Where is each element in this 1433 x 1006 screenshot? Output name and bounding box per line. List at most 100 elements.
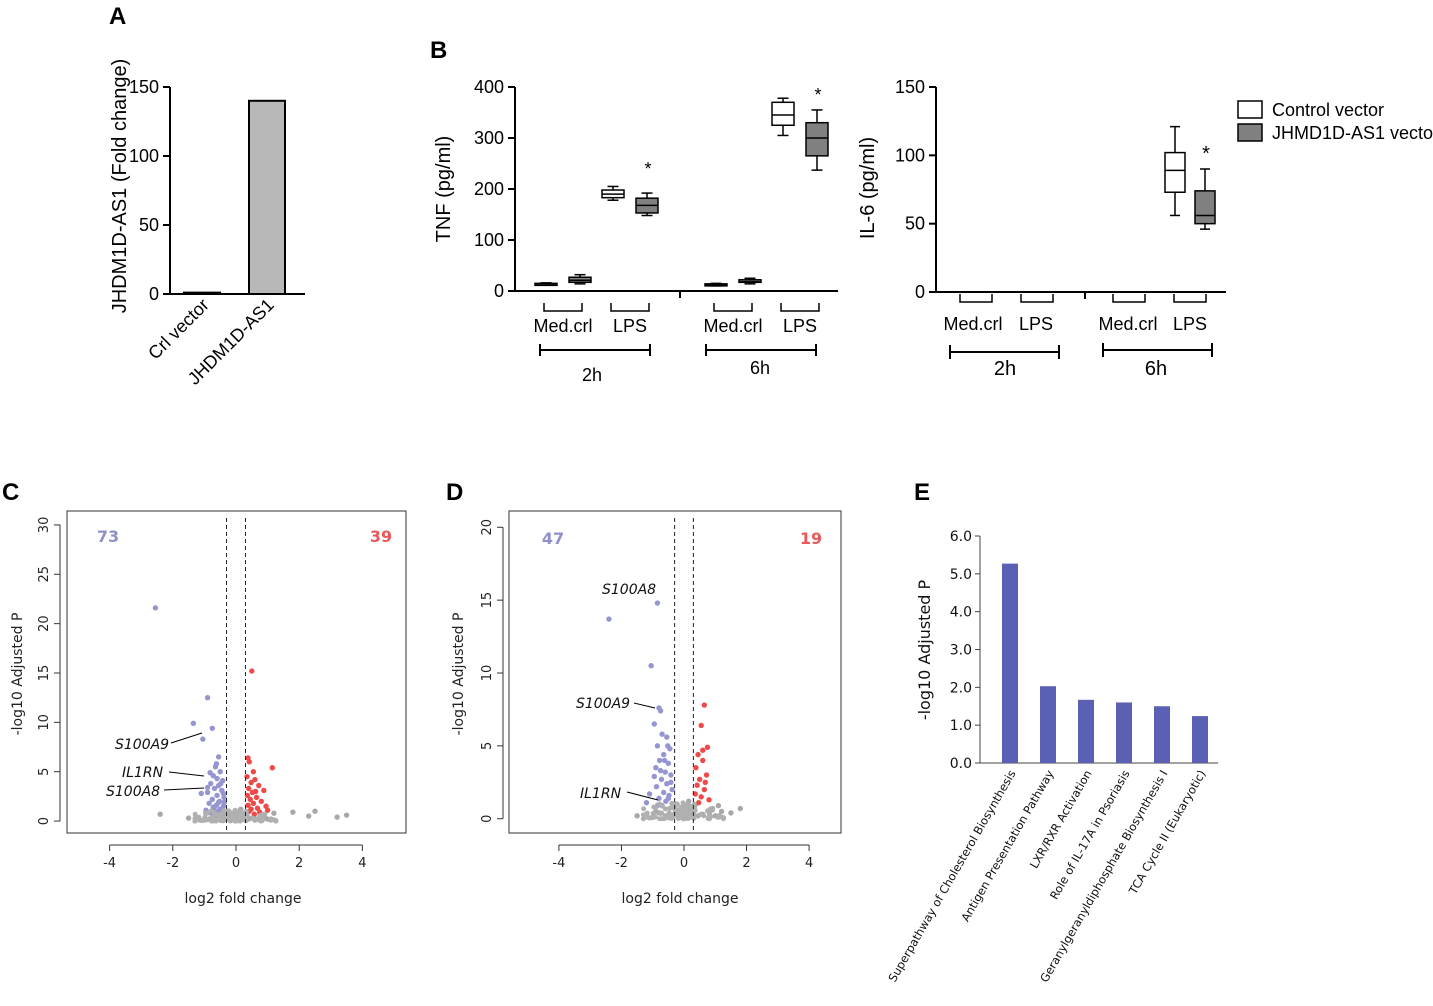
- panel-d-point-up-9: [701, 786, 708, 793]
- panel-d-point-cloud-119: [720, 816, 726, 822]
- panel-c-x-tick-label-1: -2: [166, 856, 179, 871]
- panel-d-point-cloud-109: [710, 805, 716, 811]
- panel-d-point-down-19: [669, 786, 675, 793]
- panel-d-gene-label-il1rn: IL1RN: [580, 786, 622, 802]
- panel-a-bar-0: [183, 291, 221, 295]
- panel-c-point-cloud-82: [210, 814, 216, 820]
- panel-c-point-cloud-138: [244, 813, 250, 819]
- panel-d-point-down-31: [668, 779, 674, 785]
- panel-d-point-down-14: [662, 769, 668, 775]
- panel-c-leader-s100a9: [170, 732, 203, 744]
- panel-c-y-tick-label-6: 30: [37, 517, 52, 534]
- panel-d-point-down-11: [656, 757, 663, 764]
- panel-c-gene-label-s100a9: S100A9: [115, 737, 169, 753]
- panel-c-point-down-7: [217, 769, 223, 775]
- panel-c-point-down-20: [206, 800, 212, 806]
- panel-d-ticks: -4 -2 0 2 4 0 5 10 15 20: [480, 519, 813, 871]
- panel-c-point-down-31: [198, 790, 204, 797]
- panel-d-point-cloud-136: [666, 805, 672, 811]
- il6-y-tick-label-2: 100: [895, 145, 925, 165]
- panel-c-point-up-17: [245, 802, 251, 808]
- il6-group-bracket-2: [1112, 294, 1146, 303]
- panel-c-y-tick-label-1: 5: [37, 768, 52, 776]
- il6-group-bracket-0: [959, 294, 993, 303]
- tnf-box-0-3: [771, 97, 795, 137]
- il6-iqr-1-3: [1194, 190, 1216, 225]
- legend-swatch-jhdm1d: [1237, 123, 1263, 142]
- tnf-group-bracket-0: [543, 303, 583, 312]
- panel-c-y-label: -log10 Adjusted P: [10, 613, 26, 736]
- panel-d-point-up-12: [706, 797, 712, 803]
- panel-d-point-cloud-122: [716, 813, 722, 819]
- panel-d-point-up-15: [702, 779, 708, 785]
- panel-d-point-down-10: [660, 751, 667, 758]
- tnf-box-1-3: [805, 109, 829, 171]
- tnf-significance-lps-2h: *: [644, 159, 651, 179]
- panel-e-bar-0: [1002, 563, 1018, 763]
- panel-e-bar-2: [1078, 699, 1094, 763]
- panel-c-point-ns-6: [271, 810, 277, 816]
- il6-boxes: [1164, 125, 1216, 230]
- tnf-group-brackets: [543, 303, 820, 312]
- panel-a-y-tick-label-1: 50: [139, 215, 159, 235]
- panel-d-point-cloud-48: [666, 810, 672, 816]
- legend-swatch-control: [1237, 100, 1263, 119]
- panel-c-point-down-38: [204, 784, 211, 791]
- tnf-y-tick-label-2: 200: [474, 179, 504, 199]
- panel-letter-b: B: [430, 37, 447, 64]
- panel-d-y-tick-label-0: 0: [480, 815, 495, 823]
- il6-group-bracket-1: [1020, 294, 1054, 303]
- il6-significance-lps-6h: *: [1202, 143, 1210, 165]
- panel-c-point-cloud-98: [204, 817, 210, 823]
- panel-d-point-down-20: [660, 789, 667, 796]
- panel-d-x-tick-label-3: 2: [742, 856, 750, 871]
- panel-d-point-down-7: [664, 734, 670, 740]
- panel-d-point-up-5: [693, 765, 699, 771]
- panel-e-y-tick-label-6: 6.0: [950, 529, 972, 545]
- panel-d-point-cloud-57: [674, 801, 680, 807]
- tnf-group-label-0: Med.crl: [533, 316, 592, 336]
- panel-c-point-ns-1: [290, 809, 296, 815]
- panel-c-point-ns-4: [334, 814, 340, 820]
- tnf-group-bracket-1: [610, 303, 650, 312]
- panel-d-x-tick-label-0: -4: [552, 856, 565, 871]
- panel-d-point-down-27: [651, 773, 657, 780]
- tnf-y-tick-label-1: 100: [474, 230, 504, 250]
- panel-c-point-cloud-117: [257, 813, 263, 819]
- panel-b-tnf-box-plot: 0 100 200 300 400 TNF (pg/ml) Med.crl LPS Me…: [433, 77, 838, 385]
- panel-c-leader-il1rn: [168, 771, 205, 777]
- panel-c-point-cloud-84: [211, 810, 217, 816]
- panel-e-y-ticks: 0.0 1.0 2.0 3.0 4.0 5.0 6.0: [950, 529, 980, 772]
- panel-d-point-cloud-137: [690, 814, 696, 820]
- panel-d-point-cloud-94: [688, 808, 694, 814]
- panel-c-point-cloud-139: [224, 816, 230, 822]
- panel-c-x-tick-label-3: 2: [295, 856, 303, 871]
- panel-c-point-down-9: [214, 775, 220, 782]
- panel-e-x-labels: Superpathway of Cholesterol Biosynthesis…: [885, 767, 1208, 984]
- panel-c-point-up-25: [251, 811, 258, 817]
- panel-c-point-ns-3: [312, 808, 318, 814]
- panel-d-point-down-16: [658, 776, 665, 783]
- panel-d-x-tick-label-2: 0: [680, 856, 688, 871]
- panel-e-bar-5: [1192, 716, 1208, 763]
- panel-d-point-ns-31: [715, 802, 722, 809]
- panel-c-point-down-11: [208, 780, 214, 787]
- panel-c-x-tick-label-0: -4: [103, 856, 116, 871]
- panel-d-point-ns-29: [634, 813, 640, 819]
- panel-c-point-down-37: [210, 804, 216, 810]
- panel-d-point-up-8: [694, 782, 700, 788]
- panel-c-point-up-7: [248, 779, 254, 786]
- panel-e-y-label: -log10 Adjusted P: [915, 579, 934, 720]
- panel-c-point-up-14: [247, 796, 253, 803]
- panel-d-leader-s100a9: [633, 702, 656, 709]
- panel-c-point-down-4: [200, 736, 206, 742]
- il6-iqr-0-3: [1164, 151, 1186, 193]
- panel-d-point-cloud-63: [644, 810, 650, 816]
- panel-letter-a: A: [109, 3, 126, 30]
- panel-c-points: [152, 605, 350, 824]
- panel-c-point-cloud-132: [240, 810, 246, 816]
- panel-c-y-tick-label-3: 15: [37, 665, 52, 682]
- il6-y-label: IL-6 (pg/ml): [857, 137, 879, 239]
- panel-d-point-cloud-102: [657, 816, 663, 822]
- panel-d-point-cloud-134: [681, 802, 687, 808]
